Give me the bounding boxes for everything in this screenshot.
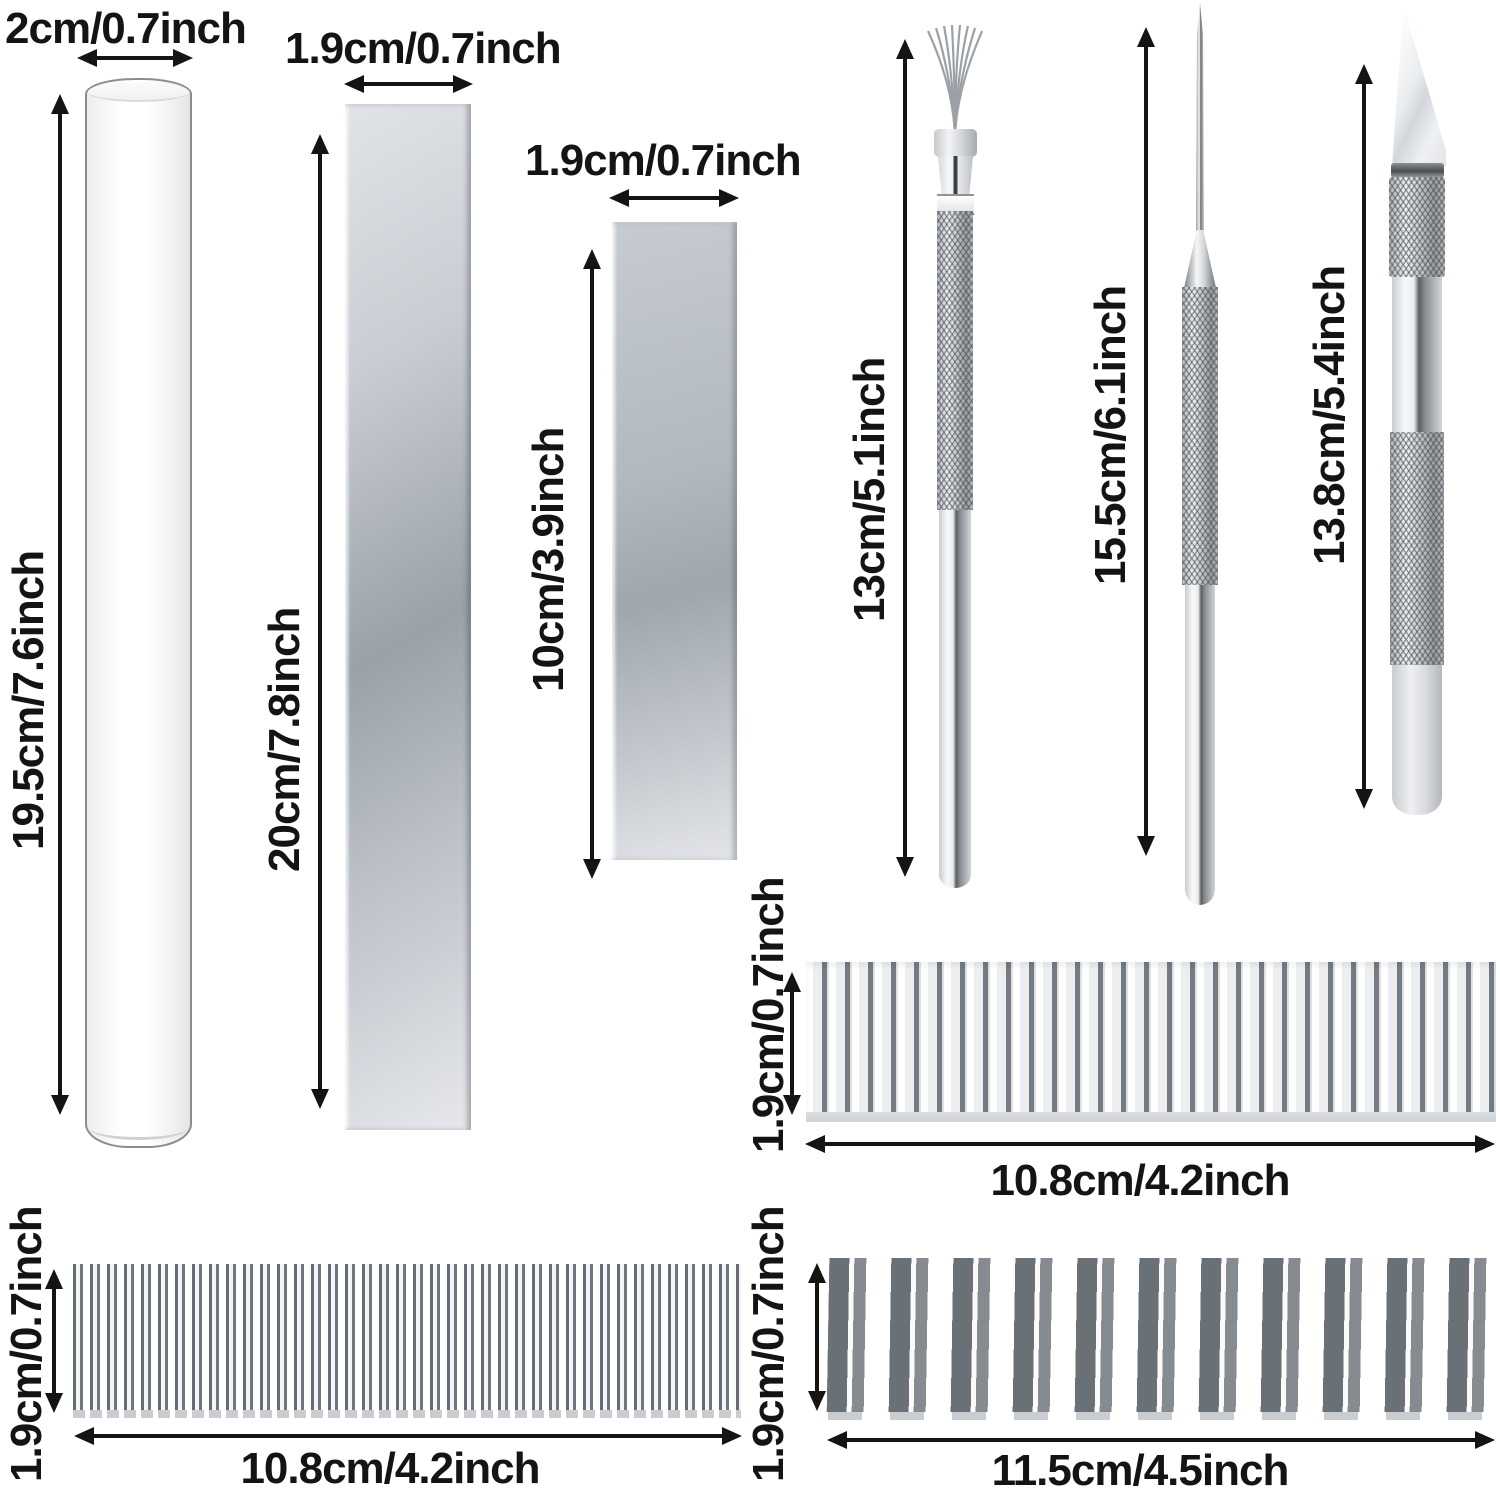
craft-knife-knurled-grip xyxy=(1390,432,1444,665)
short-blade-width-arrow xyxy=(609,189,739,207)
texture-blade-right-top-width-arrow xyxy=(805,1135,1495,1153)
needle-tool-length-label: 15.5cm/6.1inch xyxy=(1086,285,1135,585)
roller-width-arrow xyxy=(77,49,193,67)
craft-knife-shaft xyxy=(1392,277,1442,433)
needle-tool-shaft xyxy=(1185,585,1215,905)
texture-blade-bottom-right-width-label: 11.5cm/4.5inch xyxy=(991,1446,1290,1494)
texture-blade-bottom-right-height-label: 1.9cm/0.7inch xyxy=(744,1206,793,1482)
feather-tool-shaft xyxy=(939,510,971,888)
texture-blade-bottom-left-width-label: 10.8cm/4.2inch xyxy=(240,1444,540,1493)
texture-blade-right-top-image xyxy=(806,962,1496,1112)
texture-blade-bottom-left-image xyxy=(73,1264,741,1410)
texture-blade-bottom-left-height-arrow xyxy=(45,1269,63,1413)
texture-blade-bottom-left-width-arrow xyxy=(74,1427,742,1445)
feather-tool-length-label: 13cm/5.1inch xyxy=(845,357,894,623)
long-blade-image xyxy=(345,104,471,1130)
needle-tool-needle xyxy=(1196,3,1204,231)
roller-width-label: 2cm/0.7inch xyxy=(5,4,247,53)
texture-blade-bottom-right-height-arrow xyxy=(808,1263,826,1411)
texture-blade-bottom-right-width-arrow xyxy=(827,1431,1495,1449)
roller-length-arrow xyxy=(51,94,69,1115)
texture-blade-right-top-base xyxy=(806,1112,1496,1122)
short-blade-image xyxy=(612,222,737,860)
feather-tool-knurled-handle xyxy=(937,211,973,510)
short-blade-length-label: 10cm/3.9inch xyxy=(524,427,573,693)
long-blade-length-label: 20cm/7.8inch xyxy=(260,607,309,873)
craft-knife-length-label: 13.8cm/5.4inch xyxy=(1305,265,1354,565)
needle-tool-length-arrow xyxy=(1137,27,1155,856)
craft-knife-collar xyxy=(1389,177,1445,277)
long-blade-length-arrow xyxy=(311,134,329,1109)
needle-tool-cone xyxy=(1184,230,1216,288)
short-blade-length-arrow xyxy=(583,249,601,879)
texture-blade-bottom-left-height-label: 1.9cm/0.7inch xyxy=(2,1206,51,1482)
short-blade-width-label: 1.9cm/0.7inch xyxy=(525,136,802,185)
texture-blade-right-top-height-arrow xyxy=(783,972,801,1115)
long-blade-width-arrow xyxy=(344,75,473,93)
texture-blade-bottom-right-feet xyxy=(828,1412,1496,1420)
craft-knife-blade xyxy=(1392,8,1446,166)
craft-knife-chuck xyxy=(1391,163,1444,178)
craft-knife-butt xyxy=(1392,665,1442,815)
craft-knife-length-arrow xyxy=(1355,64,1373,809)
feather-tool-ferrule xyxy=(934,129,977,157)
acrylic-roller-image xyxy=(85,78,192,1148)
feather-tool-wires xyxy=(926,25,984,139)
long-blade-width-label: 1.9cm/0.7inch xyxy=(285,24,562,73)
texture-blade-bottom-left-feet xyxy=(73,1410,741,1418)
needle-tool-knurled-handle xyxy=(1182,287,1218,585)
feather-tool-length-arrow xyxy=(896,39,914,877)
texture-blade-right-top-width-label: 10.8cm/4.2inch xyxy=(990,1156,1290,1205)
roller-length-label: 19.5cm/7.6inch xyxy=(4,550,53,850)
texture-blade-bottom-right-image xyxy=(826,1258,1498,1412)
